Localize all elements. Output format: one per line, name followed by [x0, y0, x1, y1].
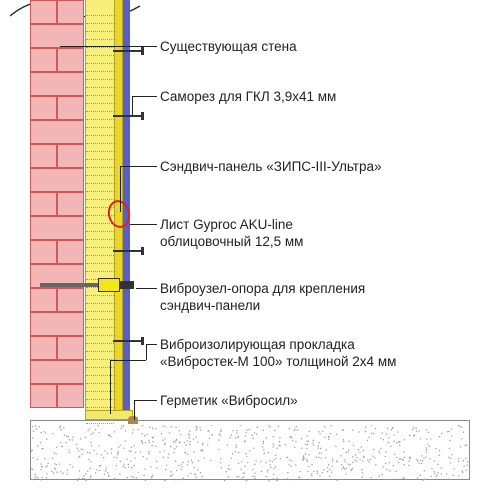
- label-anchor-l1: Виброузел-опора для крепления: [160, 281, 365, 296]
- label-gasket-l2: «Вибростек-М 100» толщиной 2х4 мм: [160, 354, 396, 369]
- label-gyproc-l2: облицовочный 12,5 мм: [160, 234, 303, 249]
- floor-slab: [30, 420, 470, 480]
- floor-hatch: [31, 425, 469, 483]
- label-gyproc-l1: Лист Gyproc AKU-line: [160, 217, 293, 232]
- label-wall: Существующая стена: [160, 38, 297, 55]
- label-screw: Саморез для ГКЛ 3,9х41 мм: [160, 88, 336, 105]
- vibration-gasket: [85, 410, 133, 420]
- anchor-cap: [120, 281, 134, 289]
- wall-section-diagram: Существующая стена Саморез для ГКЛ 3,9х4…: [0, 0, 500, 500]
- label-sealant: Герметик «Вибросил»: [160, 392, 298, 409]
- label-anchor: Виброузел-опора для крепления сэндвич-па…: [160, 280, 365, 315]
- anchor-stem: [40, 283, 100, 287]
- label-gasket: Виброизолирующая прокладка «Вибростек-М …: [160, 336, 396, 371]
- anchor-block: [98, 278, 120, 292]
- vibration-anchor: [40, 278, 135, 292]
- label-gasket-l1: Виброизолирующая прокладка: [160, 337, 355, 352]
- label-gyproc: Лист Gyproc AKU-line облицовочный 12,5 м…: [160, 216, 303, 251]
- label-anchor-l2: сэндвич-панели: [160, 298, 260, 313]
- label-sandwich: Сэндвич-панель «ЗИПС-III-Ультра»: [160, 158, 382, 175]
- existing-wall-layer: [30, 0, 85, 420]
